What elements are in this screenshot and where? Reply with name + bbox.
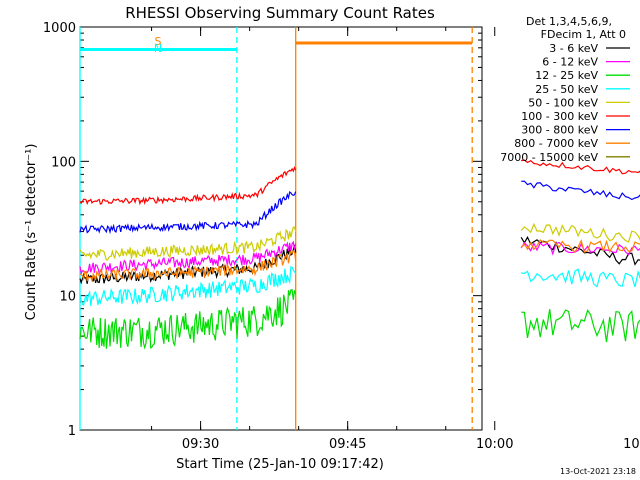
series-line [520,239,640,254]
series-line [520,222,640,243]
series-line [79,190,297,235]
series-line [79,265,297,307]
plot-frame [79,26,483,431]
legend-label: 12 - 25 keV [535,69,598,82]
legend-label: 7000 - 15000 keV [500,151,598,164]
x-axis-label: Start Time (25-Jan-10 09:17:42) [176,457,384,472]
series-line [521,159,640,175]
flag-text-s: S [155,35,162,48]
legend-label: 3 - 6 keV [549,42,598,55]
legend-label: 100 - 300 keV [521,110,598,123]
series-line [79,250,297,283]
legend-header-line2: FDecim 1, Att 0 [541,28,626,41]
chart-title: RHESSI Observing Summary Count Rates [125,4,435,22]
y-axis-label: Count Rate (s⁻¹ detector⁻¹) [24,144,39,321]
footer-timestamp: 13-Oct-2021 23:18 [560,467,636,476]
series-line [521,309,640,343]
series-line [79,244,297,285]
series-line [79,240,297,276]
legend-label: 6 - 12 keV [542,56,598,69]
series-line [79,226,297,261]
y-tick-label: 1000 [43,21,76,36]
series-line [520,235,640,266]
y-tick-label: 100 [51,155,76,170]
legend-label: 50 - 100 keV [528,96,598,109]
series-line [79,289,297,350]
x-tick-label: 09:30 [182,437,219,452]
series-line [521,268,640,288]
legend-header-line1: Det 1,3,4,5,6,9, [526,15,612,28]
y-tick-label: 10 [59,290,76,305]
series-line [79,165,297,206]
legend-label: 25 - 50 keV [535,83,598,96]
x-tick-label: 10:00 [476,437,513,452]
series-line [521,180,640,201]
y-tick-label: 1 [68,424,76,439]
series-line [520,241,640,256]
legend-label: 300 - 800 keV [521,124,598,137]
legend-label: 800 - 7000 keV [514,137,598,150]
x-tick-label: 09:45 [329,437,366,452]
x-tick-label: 10:15 [623,437,640,452]
